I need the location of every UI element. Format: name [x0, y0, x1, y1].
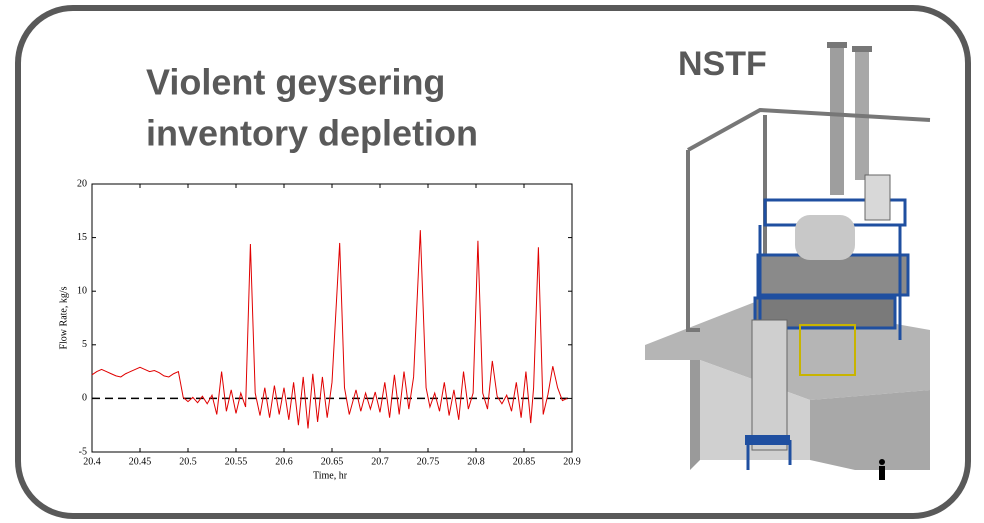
x-tick-label: 20.55	[225, 456, 248, 467]
y-tick-label: 5	[82, 339, 87, 350]
x-tick-label: 20.85	[513, 456, 536, 467]
y-tick-label: 15	[77, 232, 87, 243]
x-tick-label: 20.8	[467, 456, 485, 467]
facility-render	[645, 42, 931, 480]
x-tick-label: 20.75	[417, 456, 440, 467]
headline: Violent geysering	[146, 62, 445, 103]
x-tick-label: 20.6	[275, 456, 293, 467]
y-tick-label: -5	[79, 446, 87, 457]
x-tick-label: 20.5	[179, 456, 197, 467]
x-tick-label: 20.45	[129, 456, 152, 467]
x-axis-label: Time, hr	[313, 470, 348, 481]
headline: inventory depletion	[146, 113, 478, 154]
y-tick-label: 10	[77, 285, 87, 296]
y-tick-label: 20	[77, 178, 87, 189]
facility-label: NSTF	[678, 45, 767, 83]
y-tick-label: 0	[82, 393, 87, 404]
x-tick-label: 20.65	[321, 456, 344, 467]
x-tick-label: 20.4	[83, 456, 101, 467]
y-axis-label: Flow Rate, kg/s	[58, 286, 69, 349]
flow-line	[91, 230, 568, 429]
x-tick-label: 20.9	[563, 456, 581, 467]
x-tick-label: 20.7	[371, 456, 389, 467]
